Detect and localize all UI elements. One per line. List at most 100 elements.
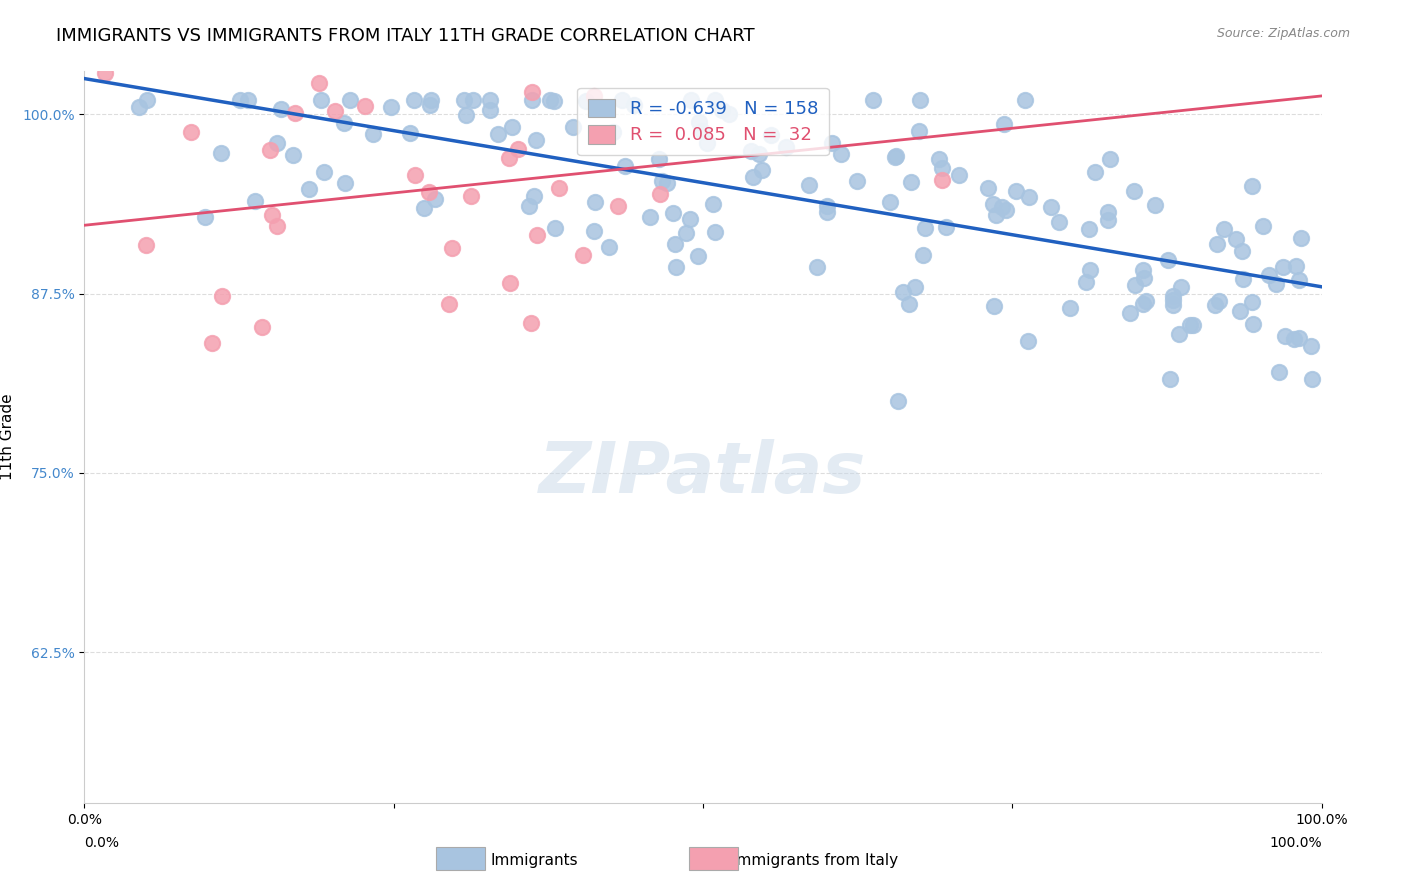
Point [948,168,970,182]
Point [498,151,520,165]
Point [1132,297,1154,311]
Point [1229,304,1251,318]
Point [323,104,346,119]
Point [522,85,544,99]
Point [456,107,478,121]
Point [928,153,950,167]
Point [1099,152,1122,166]
Point [309,93,332,107]
Point [991,201,1014,215]
Point [486,127,509,141]
Point [977,181,1000,195]
Point [201,335,224,350]
Text: Immigrants from Italy: Immigrants from Italy [733,854,898,868]
Point [775,140,797,154]
Point [1143,198,1166,212]
Point [1132,262,1154,277]
Point [718,107,741,121]
Point [266,136,288,150]
Point [260,208,283,222]
Point [742,169,765,184]
Point [524,133,547,147]
Point [931,161,953,176]
Point [935,220,957,235]
Point [523,189,546,203]
Point [501,120,523,135]
Point [1097,213,1119,227]
Point [498,276,520,290]
Point [981,197,1004,211]
Point [1097,205,1119,219]
Point [1170,280,1192,294]
Point [1212,222,1234,236]
Point [419,98,441,112]
Point [815,205,838,219]
Point [690,124,713,138]
Point [908,123,931,137]
Point [547,180,569,194]
Point [1251,219,1274,233]
Point [1257,268,1279,282]
Point [1241,317,1264,331]
Point [461,93,484,107]
Point [914,221,936,235]
Point [1047,214,1070,228]
Legend: R = -0.639   N = 158, R =  0.085   N =  32: R = -0.639 N = 158, R = 0.085 N = 32 [578,87,828,155]
Point [830,147,852,161]
Text: ZIPatlas: ZIPatlas [540,439,866,508]
Point [440,241,463,255]
Point [252,320,274,334]
Point [1163,293,1185,307]
Point [688,115,710,129]
Point [1017,334,1039,348]
Point [1208,293,1230,308]
Text: 100.0%: 100.0% [1270,836,1322,850]
Point [900,175,922,189]
Point [1265,277,1288,291]
Point [245,194,267,209]
Point [228,93,250,107]
Point [908,93,931,107]
Point [606,199,628,213]
Point [614,159,637,173]
Point [517,199,540,213]
Point [662,206,685,220]
Point [679,211,702,226]
Point [479,93,502,107]
Point [575,95,598,109]
Point [135,238,157,252]
Point [180,125,202,139]
Point [298,182,321,196]
Point [799,178,821,193]
Point [209,146,232,161]
Point [1282,332,1305,346]
Point [520,93,543,107]
Point [610,93,633,107]
Point [862,93,884,107]
Point [883,150,905,164]
Point [806,260,828,274]
Point [453,93,475,107]
Point [942,36,965,50]
Point [583,194,606,209]
Point [879,194,901,209]
Point [238,93,260,107]
Point [1014,93,1036,107]
Point [994,202,1017,217]
Point [688,249,710,263]
Point [561,120,583,134]
Point [984,209,1007,223]
Point [704,93,727,107]
Point [921,36,943,50]
Point [1299,339,1322,353]
Point [655,176,678,190]
Point [1161,289,1184,303]
Point [665,260,688,274]
Point [270,102,292,116]
Point [1204,298,1226,312]
Point [520,316,543,330]
Point [903,280,925,294]
Point [404,169,426,183]
Y-axis label: 11th Grade: 11th Grade [0,393,15,481]
Point [479,103,502,118]
